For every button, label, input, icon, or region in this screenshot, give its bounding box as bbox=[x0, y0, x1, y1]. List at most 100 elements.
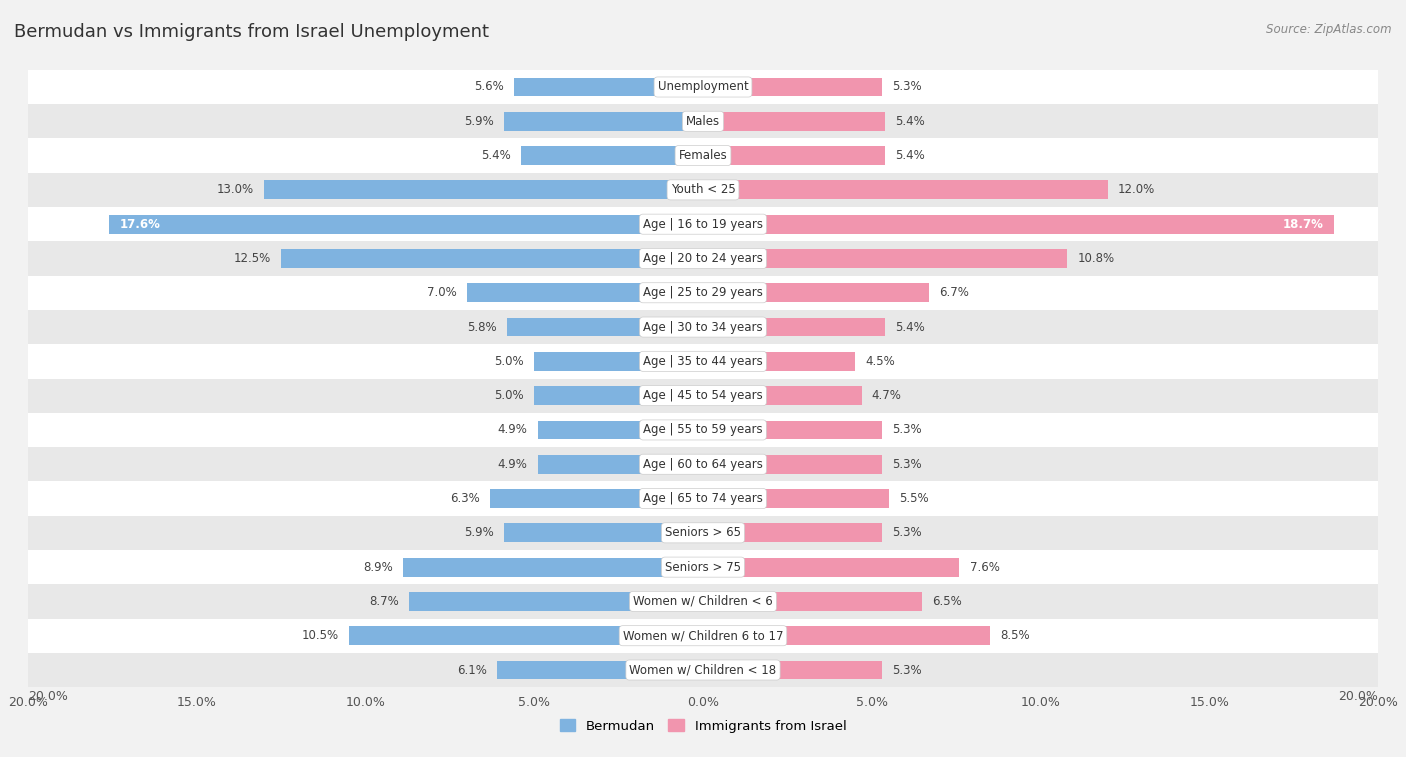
Bar bbox=[703, 352, 855, 371]
Text: 10.5%: 10.5% bbox=[301, 629, 339, 642]
Text: 13.0%: 13.0% bbox=[217, 183, 254, 196]
Bar bbox=[28, 481, 1378, 516]
Bar bbox=[703, 215, 1334, 234]
Bar bbox=[28, 344, 1378, 378]
Bar bbox=[28, 653, 1378, 687]
Text: Women w/ Children < 18: Women w/ Children < 18 bbox=[630, 663, 776, 677]
Text: Youth < 25: Youth < 25 bbox=[671, 183, 735, 196]
Text: 8.9%: 8.9% bbox=[363, 561, 392, 574]
Text: 6.7%: 6.7% bbox=[939, 286, 969, 299]
Bar bbox=[703, 146, 886, 165]
Bar bbox=[28, 70, 1378, 104]
Bar bbox=[703, 420, 882, 439]
Text: Age | 20 to 24 years: Age | 20 to 24 years bbox=[643, 252, 763, 265]
Bar bbox=[491, 489, 703, 508]
Text: 5.3%: 5.3% bbox=[891, 458, 921, 471]
Bar bbox=[467, 283, 703, 302]
Bar bbox=[349, 626, 703, 645]
Bar bbox=[503, 523, 703, 542]
Text: 20.0%: 20.0% bbox=[28, 690, 67, 703]
Text: 5.4%: 5.4% bbox=[896, 320, 925, 334]
Text: Females: Females bbox=[679, 149, 727, 162]
Text: Age | 16 to 19 years: Age | 16 to 19 years bbox=[643, 218, 763, 231]
Bar bbox=[409, 592, 703, 611]
Bar bbox=[28, 550, 1378, 584]
Bar bbox=[703, 558, 959, 577]
Bar bbox=[703, 77, 882, 96]
Text: 5.3%: 5.3% bbox=[891, 80, 921, 94]
Bar bbox=[703, 455, 882, 474]
Bar bbox=[508, 318, 703, 337]
Bar bbox=[703, 523, 882, 542]
Bar bbox=[537, 420, 703, 439]
Bar bbox=[703, 489, 889, 508]
Text: Age | 35 to 44 years: Age | 35 to 44 years bbox=[643, 355, 763, 368]
Text: Women w/ Children < 6: Women w/ Children < 6 bbox=[633, 595, 773, 608]
Text: Seniors > 65: Seniors > 65 bbox=[665, 526, 741, 539]
Bar bbox=[264, 180, 703, 199]
Text: 7.0%: 7.0% bbox=[427, 286, 457, 299]
Bar bbox=[498, 661, 703, 680]
Text: 5.4%: 5.4% bbox=[896, 115, 925, 128]
Text: 5.4%: 5.4% bbox=[896, 149, 925, 162]
Bar bbox=[28, 173, 1378, 207]
Text: 6.5%: 6.5% bbox=[932, 595, 962, 608]
Bar bbox=[703, 180, 1108, 199]
Text: 7.6%: 7.6% bbox=[970, 561, 1000, 574]
Bar bbox=[28, 207, 1378, 241]
Bar bbox=[703, 112, 886, 131]
Bar bbox=[534, 352, 703, 371]
Text: Age | 25 to 29 years: Age | 25 to 29 years bbox=[643, 286, 763, 299]
Text: 17.6%: 17.6% bbox=[120, 218, 160, 231]
Bar bbox=[28, 447, 1378, 481]
Bar bbox=[28, 276, 1378, 310]
Text: 5.9%: 5.9% bbox=[464, 115, 494, 128]
Bar bbox=[520, 146, 703, 165]
Bar bbox=[28, 139, 1378, 173]
Text: 5.5%: 5.5% bbox=[898, 492, 928, 505]
Text: Seniors > 75: Seniors > 75 bbox=[665, 561, 741, 574]
Text: 18.7%: 18.7% bbox=[1284, 218, 1324, 231]
Text: Unemployment: Unemployment bbox=[658, 80, 748, 94]
Bar bbox=[503, 112, 703, 131]
Text: Age | 60 to 64 years: Age | 60 to 64 years bbox=[643, 458, 763, 471]
Text: 5.4%: 5.4% bbox=[481, 149, 510, 162]
Bar bbox=[703, 318, 886, 337]
Text: 4.9%: 4.9% bbox=[498, 458, 527, 471]
Text: 8.5%: 8.5% bbox=[1000, 629, 1029, 642]
Text: 10.8%: 10.8% bbox=[1077, 252, 1115, 265]
Text: 5.3%: 5.3% bbox=[891, 663, 921, 677]
Bar bbox=[515, 77, 703, 96]
Bar bbox=[534, 386, 703, 405]
Text: 5.3%: 5.3% bbox=[891, 526, 921, 539]
Text: Bermudan vs Immigrants from Israel Unemployment: Bermudan vs Immigrants from Israel Unemp… bbox=[14, 23, 489, 41]
Text: Age | 55 to 59 years: Age | 55 to 59 years bbox=[643, 423, 763, 437]
Text: 12.5%: 12.5% bbox=[233, 252, 271, 265]
Text: 5.0%: 5.0% bbox=[495, 355, 524, 368]
Bar bbox=[28, 241, 1378, 276]
Text: 5.3%: 5.3% bbox=[891, 423, 921, 437]
Text: 5.6%: 5.6% bbox=[474, 80, 503, 94]
Bar bbox=[281, 249, 703, 268]
Legend: Bermudan, Immigrants from Israel: Bermudan, Immigrants from Israel bbox=[554, 714, 852, 738]
Text: 5.0%: 5.0% bbox=[495, 389, 524, 402]
Text: 5.9%: 5.9% bbox=[464, 526, 494, 539]
Bar bbox=[28, 516, 1378, 550]
Bar bbox=[28, 584, 1378, 618]
Text: 5.8%: 5.8% bbox=[468, 320, 498, 334]
Text: Women w/ Children 6 to 17: Women w/ Children 6 to 17 bbox=[623, 629, 783, 642]
Bar bbox=[110, 215, 703, 234]
Text: Age | 30 to 34 years: Age | 30 to 34 years bbox=[643, 320, 763, 334]
Text: 20.0%: 20.0% bbox=[1339, 690, 1378, 703]
Text: 4.7%: 4.7% bbox=[872, 389, 901, 402]
Text: 6.3%: 6.3% bbox=[450, 492, 481, 505]
Bar bbox=[703, 249, 1067, 268]
Bar bbox=[28, 618, 1378, 653]
Bar bbox=[537, 455, 703, 474]
Bar bbox=[28, 104, 1378, 139]
Text: 4.5%: 4.5% bbox=[865, 355, 894, 368]
Text: Males: Males bbox=[686, 115, 720, 128]
Bar bbox=[28, 310, 1378, 344]
Text: Source: ZipAtlas.com: Source: ZipAtlas.com bbox=[1267, 23, 1392, 36]
Text: 6.1%: 6.1% bbox=[457, 663, 486, 677]
